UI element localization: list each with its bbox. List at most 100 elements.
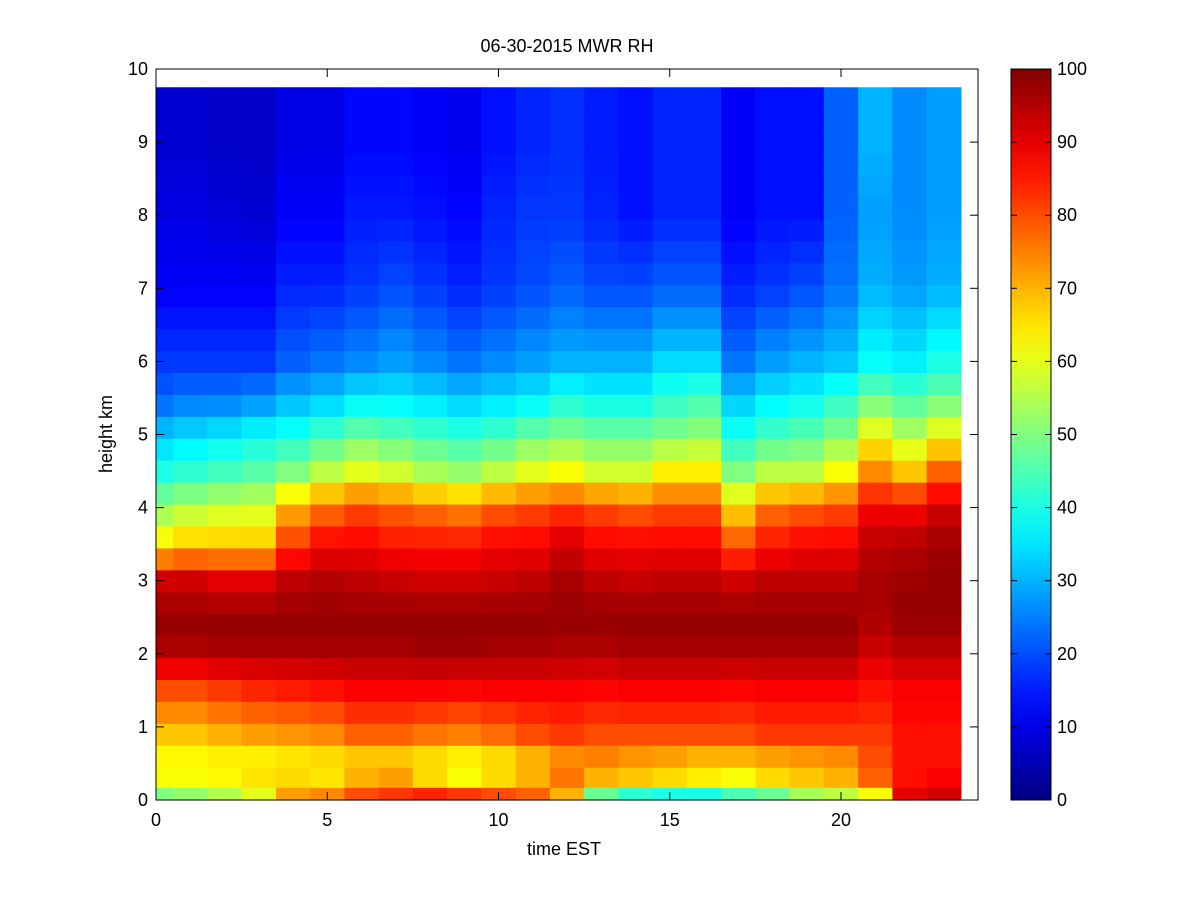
heatmap-cell [618, 591, 654, 615]
heatmap-cell [823, 723, 859, 746]
heatmap-cell [926, 701, 962, 724]
y-axis-label: height km [96, 395, 116, 473]
heatmap-cell [344, 787, 380, 801]
heatmap-cell [515, 701, 551, 724]
heatmap-cell [686, 372, 722, 395]
heatmap-cell [275, 787, 311, 801]
heatmap-cell [344, 350, 380, 373]
heatmap-cell [926, 525, 962, 549]
heatmap-cell [515, 350, 551, 373]
heatmap-cell [823, 131, 859, 154]
heatmap-cell [686, 394, 722, 417]
heatmap-cell [515, 591, 551, 615]
heatmap-cell [858, 701, 893, 724]
heatmap-cell [549, 787, 585, 801]
heatmap-cell [789, 503, 825, 527]
heatmap-cell [686, 569, 722, 593]
heatmap-cell [858, 460, 893, 483]
y-tick-label: 3 [138, 571, 148, 591]
heatmap-cell [173, 262, 208, 286]
heatmap-cell [789, 569, 825, 593]
heatmap-cell [755, 416, 791, 439]
heatmap-cell [515, 218, 551, 242]
heatmap-cell [789, 174, 825, 198]
heatmap-cell [310, 350, 345, 373]
heatmap-cell [515, 745, 551, 768]
heatmap-cell [344, 416, 380, 439]
heatmap-cell [275, 723, 311, 746]
heatmap-cell [584, 679, 619, 702]
heatmap-cell [549, 87, 585, 110]
heatmap-cell [686, 482, 722, 505]
heatmap-cell [515, 438, 551, 461]
heatmap-cell [447, 635, 482, 659]
heatmap-cell [173, 787, 208, 801]
heatmap-cell [344, 547, 380, 571]
heatmap-cell [481, 196, 517, 220]
heatmap-cell [858, 372, 893, 395]
heatmap-cell [721, 262, 756, 286]
heatmap-cell [584, 109, 619, 132]
heatmap-cell [584, 350, 619, 373]
heatmap-cell [858, 416, 893, 439]
heatmap-cell [412, 218, 448, 242]
heatmap-cell [310, 745, 345, 768]
heatmap-cell [207, 503, 243, 527]
heatmap-cell [618, 525, 654, 549]
heatmap-cell [755, 240, 791, 264]
heatmap-cell [823, 701, 859, 724]
heatmap-cell [173, 196, 208, 220]
heatmap-cell [823, 218, 859, 242]
heatmap-cell [207, 701, 243, 724]
heatmap-cell [275, 262, 311, 286]
heatmap-cell [344, 218, 380, 242]
heatmap-cell [652, 723, 688, 746]
heatmap-cell [447, 591, 482, 615]
heatmap-cell [275, 613, 311, 637]
heatmap-cell [549, 679, 585, 702]
heatmap-cell [412, 657, 448, 680]
heatmap-cell [207, 438, 243, 461]
heatmap-cell [755, 482, 791, 505]
colorbar-tick-label: 80 [1057, 205, 1077, 225]
heatmap-cell [755, 613, 791, 637]
heatmap-cell [241, 262, 277, 286]
heatmap-cell [549, 635, 585, 659]
heatmap-cell [823, 153, 859, 176]
heatmap-cell [721, 745, 756, 768]
colorbar-tick-label: 30 [1057, 571, 1077, 591]
heatmap-cell [686, 328, 722, 352]
heatmap-cell [481, 109, 517, 132]
heatmap-cell [310, 240, 345, 264]
heatmap-cell [618, 767, 654, 788]
heatmap-cell [926, 174, 962, 198]
heatmap-cell [858, 328, 893, 352]
heatmap-cell [515, 723, 551, 746]
heatmap-cell [310, 284, 345, 308]
heatmap-cell [412, 350, 448, 373]
heatmap-cell [926, 153, 962, 176]
heatmap-cell [549, 460, 585, 483]
heatmap-cell [721, 131, 756, 154]
heatmap-cell [173, 657, 208, 680]
heatmap-cell [721, 372, 756, 395]
heatmap-cell [892, 613, 928, 637]
heatmap-cell [344, 306, 380, 330]
heatmap-cell [618, 745, 654, 768]
heatmap-cell [549, 591, 585, 615]
heatmap-cell [173, 394, 208, 417]
heatmap-cell [618, 153, 654, 176]
heatmap-cell [789, 547, 825, 571]
heatmap-cell [447, 679, 482, 702]
heatmap-cell [156, 482, 174, 505]
heatmap-cell [378, 218, 414, 242]
heatmap-cell [823, 547, 859, 571]
heatmap-cell [378, 394, 414, 417]
heatmap-cell [310, 438, 345, 461]
heatmap-cell [823, 262, 859, 286]
heatmap-cell [755, 262, 791, 286]
colorbar-ticks: 0 10 20 30 40 50 60 70 80 90 100 [1011, 59, 1087, 810]
heatmap-cell [789, 394, 825, 417]
heatmap-cell [481, 613, 517, 637]
heatmap-cell [156, 372, 174, 395]
